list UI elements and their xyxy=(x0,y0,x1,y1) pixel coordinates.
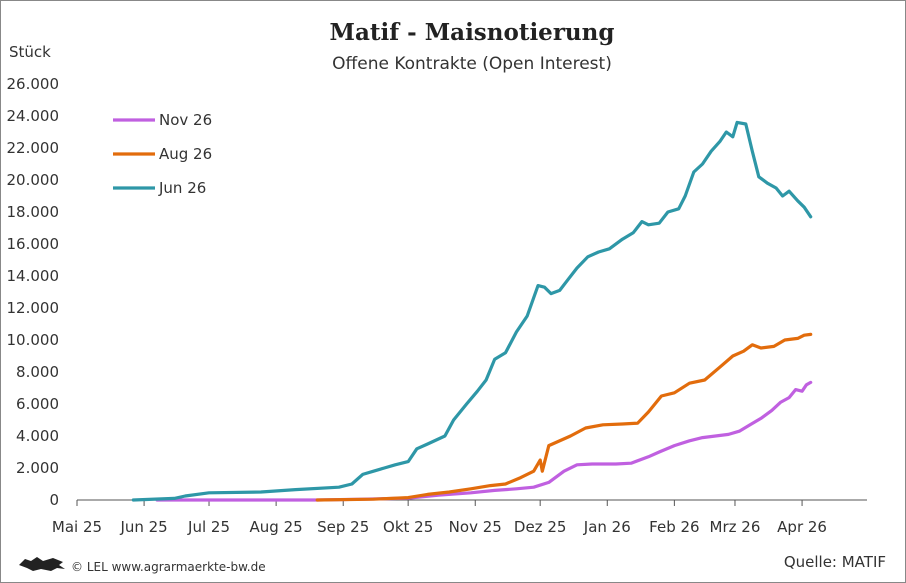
x-tick-label: Mrz 26 xyxy=(710,518,761,536)
x-tick-label: Jun 25 xyxy=(119,518,167,536)
legend-label: Jun 26 xyxy=(158,179,206,197)
legend-label: Aug 26 xyxy=(159,145,212,163)
x-tick-label: Sep 25 xyxy=(317,518,369,536)
x-tick-label: Apr 26 xyxy=(777,518,827,536)
footer-credit: © LEL www.agrarmaerkte-bw.de xyxy=(71,560,266,574)
series-line-jun-26 xyxy=(131,120,813,502)
y-tick-label: 26.000 xyxy=(7,75,60,93)
x-tick-label: Mai 25 xyxy=(52,518,102,536)
lion-logo-icon xyxy=(19,557,65,571)
y-axis: 0 2.000 4.000 6.000 8.000 10.000 12.000 14.000 1… xyxy=(7,75,60,509)
y-axis-label: Stück xyxy=(9,43,51,61)
series-lines xyxy=(131,120,813,502)
x-tick-label: Nov 25 xyxy=(449,518,502,536)
y-tick-label: 6.000 xyxy=(16,395,59,413)
chart-title: Matif - Maisnotierung xyxy=(330,19,615,46)
x-tick-label: Jul 25 xyxy=(187,518,230,536)
y-tick-label: 2.000 xyxy=(16,459,59,477)
y-tick-label: 14.000 xyxy=(7,267,60,285)
x-tick-label: Dez 25 xyxy=(514,518,567,536)
series-line-aug-26 xyxy=(315,332,813,502)
x-tick-label: Jan 26 xyxy=(583,518,631,536)
y-tick-label: 18.000 xyxy=(7,203,60,221)
y-tick-label: 12.000 xyxy=(7,299,60,317)
y-tick-label: 0 xyxy=(49,491,59,509)
footer-source: Quelle: MATIF xyxy=(784,553,886,571)
legend-label: Nov 26 xyxy=(159,111,212,129)
legend: Nov 26 Aug 26 Jun 26 xyxy=(113,111,212,197)
x-tick-label: Aug 25 xyxy=(250,518,303,536)
footer-logo xyxy=(19,557,65,571)
y-tick-label: 8.000 xyxy=(16,363,59,381)
x-axis: Mai 25 Jun 25 Jul 25 Aug 25 Sep 25 Okt 25 Nov … xyxy=(52,499,867,536)
y-tick-label: 4.000 xyxy=(16,427,59,445)
x-tick-label: Feb 26 xyxy=(649,518,699,536)
y-tick-label: 24.000 xyxy=(7,107,60,125)
x-tick-label: Okt 25 xyxy=(383,518,433,536)
y-tick-label: 16.000 xyxy=(7,235,60,253)
y-tick-label: 20.000 xyxy=(7,171,60,189)
chart-subtitle: Offene Kontrakte (Open Interest) xyxy=(332,54,612,74)
y-tick-label: 22.000 xyxy=(7,139,60,157)
series-line-nov-26 xyxy=(155,380,813,502)
y-tick-label: 10.000 xyxy=(7,331,60,349)
